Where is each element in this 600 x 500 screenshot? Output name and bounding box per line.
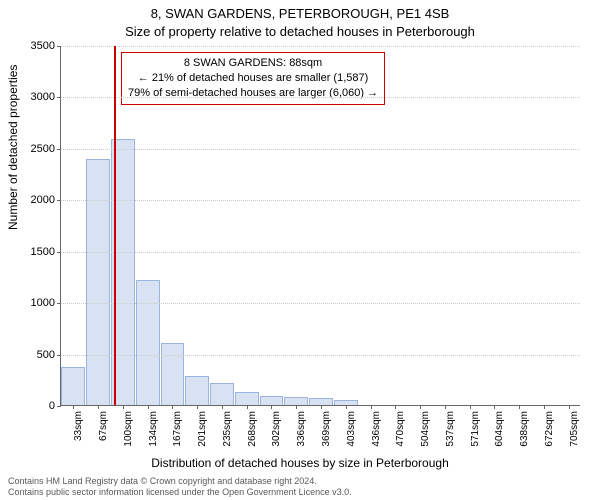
xtick-mark [445, 405, 446, 409]
xtick-mark [296, 405, 297, 409]
xtick-label: 369sqm [321, 411, 332, 447]
histogram-bar [210, 383, 234, 405]
ytick-label: 3000 [31, 91, 55, 103]
xtick-label: 167sqm [172, 411, 183, 447]
xtick-mark [470, 405, 471, 409]
xtick-mark [222, 405, 223, 409]
xtick-label: 571sqm [470, 411, 481, 447]
xtick-label: 235sqm [222, 411, 233, 447]
histogram-bar [86, 159, 110, 405]
ytick-label: 1000 [31, 297, 55, 309]
xtick-mark [371, 405, 372, 409]
histogram-bar [284, 397, 308, 405]
annotation-line-1: 8 SWAN GARDENS: 88sqm [128, 56, 378, 71]
xtick-label: 134sqm [148, 411, 159, 447]
y-axis-label: Number of detached properties [6, 65, 20, 230]
grid-line [61, 303, 580, 304]
xtick-label: 504sqm [420, 411, 431, 447]
histogram-bar [61, 367, 85, 405]
title-line-1: 8, SWAN GARDENS, PETERBOROUGH, PE1 4SB [0, 6, 600, 21]
grid-line [61, 252, 580, 253]
footer-line-1: Contains HM Land Registry data © Crown c… [8, 476, 592, 487]
xtick-label: 470sqm [395, 411, 406, 447]
xtick-mark [346, 405, 347, 409]
xtick-mark [395, 405, 396, 409]
xtick-mark [247, 405, 248, 409]
histogram-bar [260, 396, 284, 405]
annotation-line-2: ← 21% of detached houses are smaller (1,… [128, 71, 378, 86]
xtick-mark [123, 405, 124, 409]
ytick-mark [57, 149, 61, 150]
ytick-label: 2000 [31, 194, 55, 206]
xtick-mark [494, 405, 495, 409]
histogram-bar [161, 343, 185, 405]
footer-text: Contains HM Land Registry data © Crown c… [8, 476, 592, 498]
ytick-label: 500 [37, 349, 55, 361]
xtick-mark [98, 405, 99, 409]
title-line-2: Size of property relative to detached ho… [0, 24, 600, 39]
xtick-mark [172, 405, 173, 409]
xtick-label: 336sqm [296, 411, 307, 447]
grid-line [61, 97, 580, 98]
xtick-label: 302sqm [271, 411, 282, 447]
xtick-label: 33sqm [73, 411, 84, 441]
xtick-label: 604sqm [494, 411, 505, 447]
histogram-bar [136, 280, 160, 405]
ytick-mark [57, 406, 61, 407]
ytick-mark [57, 46, 61, 47]
xtick-mark [420, 405, 421, 409]
grid-line [61, 200, 580, 201]
grid-line [61, 355, 580, 356]
ytick-label: 3500 [31, 40, 55, 52]
ytick-mark [57, 200, 61, 201]
xtick-label: 705sqm [569, 411, 580, 447]
histogram-bar [185, 376, 209, 405]
histogram-bar [309, 398, 333, 405]
xtick-mark [519, 405, 520, 409]
marker-line [114, 46, 116, 405]
xtick-mark [73, 405, 74, 409]
xtick-label: 638sqm [519, 411, 530, 447]
xtick-label: 100sqm [123, 411, 134, 447]
plot-area: 8 SWAN GARDENS: 88sqm ← 21% of detached … [60, 46, 580, 406]
chart-container: 8, SWAN GARDENS, PETERBOROUGH, PE1 4SB S… [0, 0, 600, 500]
ytick-mark [57, 97, 61, 98]
ytick-mark [57, 303, 61, 304]
ytick-mark [57, 355, 61, 356]
xtick-mark [197, 405, 198, 409]
ytick-label: 2500 [31, 143, 55, 155]
xtick-label: 672sqm [544, 411, 555, 447]
xtick-label: 268sqm [247, 411, 258, 447]
histogram-bar [235, 392, 259, 405]
ytick-label: 0 [49, 400, 55, 412]
xtick-label: 537sqm [445, 411, 456, 447]
xtick-mark [569, 405, 570, 409]
xtick-mark [544, 405, 545, 409]
xtick-mark [148, 405, 149, 409]
footer-line-2: Contains public sector information licen… [8, 487, 592, 498]
x-axis-label: Distribution of detached houses by size … [0, 456, 600, 470]
xtick-label: 67sqm [98, 411, 109, 441]
ytick-label: 1500 [31, 246, 55, 258]
xtick-label: 403sqm [346, 411, 357, 447]
grid-line [61, 149, 580, 150]
xtick-mark [321, 405, 322, 409]
ytick-mark [57, 252, 61, 253]
grid-line [61, 46, 580, 47]
xtick-label: 201sqm [197, 411, 208, 447]
xtick-mark [271, 405, 272, 409]
xtick-label: 436sqm [371, 411, 382, 447]
